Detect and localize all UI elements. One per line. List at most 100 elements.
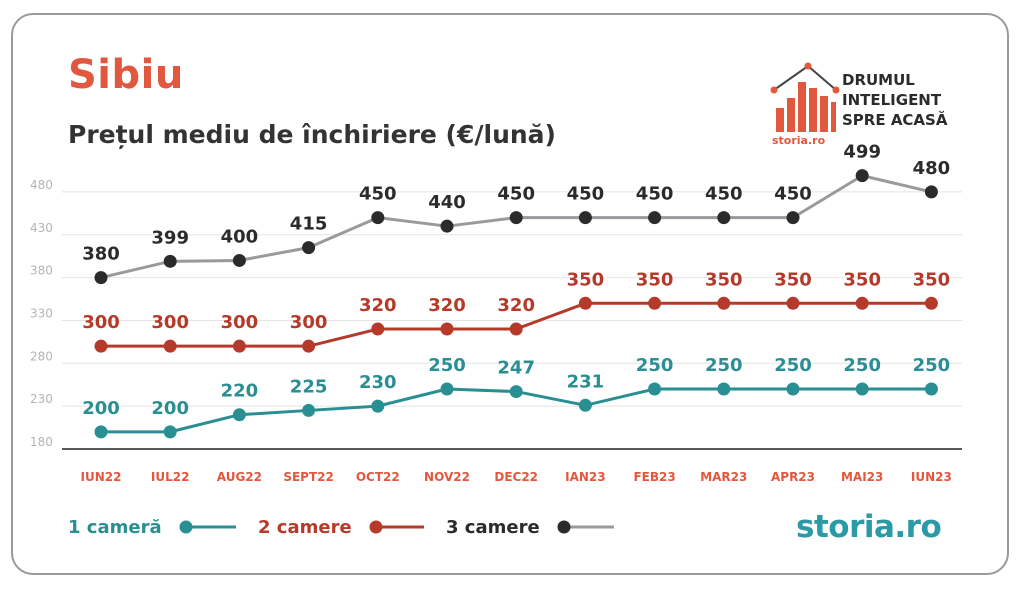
data-point — [509, 385, 523, 399]
data-label: 400 — [221, 226, 259, 247]
data-label: 300 — [82, 312, 120, 333]
grid-lines — [62, 191, 962, 450]
data-point — [302, 241, 316, 255]
x-tick-label: FEB23 — [633, 470, 675, 484]
data-label: 350 — [567, 269, 605, 290]
data-label: 350 — [913, 269, 951, 290]
data-point — [717, 382, 731, 396]
x-tick-label: OCT22 — [356, 470, 400, 484]
data-labels: 200 200 220 225 230 250 247 231 250 250 250 250 250 3… — [82, 142, 950, 419]
data-point — [232, 339, 246, 353]
data-label: 450 — [567, 184, 605, 205]
logo-small-brand: storia.ro — [772, 134, 826, 147]
data-point — [163, 254, 177, 268]
data-label: 350 — [636, 269, 674, 290]
x-tick-label: APR23 — [771, 470, 815, 484]
data-point — [94, 339, 108, 353]
data-point — [786, 211, 800, 225]
y-tick-label: 430 — [30, 221, 53, 235]
data-label: 415 — [290, 214, 328, 235]
data-point — [371, 399, 385, 413]
data-point — [578, 296, 592, 310]
data-point — [371, 322, 385, 336]
data-label: 450 — [774, 184, 812, 205]
data-label: 350 — [843, 269, 881, 290]
x-tick-label: MAR23 — [700, 470, 747, 484]
legend-marker — [557, 520, 571, 534]
chart-subtitle: Prețul mediu de închiriere (€/lună) — [68, 120, 556, 149]
chart-card — [11, 13, 1009, 575]
chart-title: Sibiu — [68, 52, 184, 98]
data-label: 250 — [636, 355, 674, 376]
data-point — [648, 382, 662, 396]
x-tick-label: AUG22 — [217, 470, 262, 484]
data-point — [163, 425, 177, 439]
data-point — [855, 296, 869, 310]
data-label: 480 — [913, 158, 951, 179]
x-tick-label: IUN23 — [911, 470, 952, 484]
data-point — [786, 382, 800, 396]
data-label: 350 — [774, 269, 812, 290]
data-point — [94, 271, 108, 285]
data-label: 220 — [221, 381, 259, 402]
legend-label: 2 camere — [258, 517, 352, 538]
data-label: 450 — [497, 184, 535, 205]
data-point — [924, 296, 938, 310]
y-tick-label: 280 — [30, 349, 53, 363]
data-point — [924, 185, 938, 199]
y-tick-label: 480 — [30, 178, 53, 192]
data-label: 399 — [151, 227, 189, 248]
data-label: 200 — [82, 398, 120, 419]
logo-tagline: DRUMUL INTELIGENT SPRE ACASĂ — [842, 71, 948, 129]
y-tick-labels: 180 230 280 330 380 430 480 — [30, 178, 53, 449]
data-label: 320 — [428, 295, 466, 316]
x-tick-label: DEC22 — [494, 470, 538, 484]
data-label: 247 — [497, 358, 535, 379]
house-chart-logo-icon — [770, 62, 840, 132]
data-point — [855, 382, 869, 396]
data-label: 350 — [705, 269, 743, 290]
data-label: 250 — [428, 355, 466, 376]
data-label: 450 — [705, 184, 743, 205]
data-label: 300 — [290, 312, 328, 333]
y-tick-label: 230 — [30, 392, 53, 406]
data-label: 225 — [290, 376, 328, 397]
data-label: 231 — [567, 371, 605, 392]
x-tick-label: MAI23 — [841, 470, 883, 484]
data-point — [717, 296, 731, 310]
data-label: 320 — [359, 295, 397, 316]
data-point — [232, 253, 246, 267]
data-point — [440, 382, 454, 396]
data-label: 440 — [428, 192, 466, 213]
data-label: 380 — [82, 244, 120, 265]
legend-marker — [179, 520, 193, 534]
data-point — [163, 339, 177, 353]
data-label: 320 — [497, 295, 535, 316]
data-point — [786, 296, 800, 310]
y-tick-label: 380 — [30, 264, 53, 278]
data-label: 250 — [705, 355, 743, 376]
legend-label: 3 camere — [446, 517, 540, 538]
data-point — [855, 169, 869, 183]
data-label: 300 — [221, 312, 259, 333]
legend-label: 1 cameră — [68, 517, 162, 538]
data-label: 200 — [151, 398, 189, 419]
data-point — [509, 322, 523, 336]
data-point — [578, 211, 592, 225]
data-point — [440, 322, 454, 336]
data-label: 499 — [843, 142, 881, 163]
y-tick-label: 330 — [30, 306, 53, 320]
x-tick-labels: IUN22 IUL22 AUG22 SEPT22 OCT22 NOV22 DEC22 IAN2… — [81, 470, 952, 484]
data-point — [371, 211, 385, 225]
legend: 1 cameră 2 camere 3 camere — [68, 517, 614, 538]
data-label: 250 — [913, 355, 951, 376]
data-point — [440, 219, 454, 233]
data-point — [648, 296, 662, 310]
data-point — [302, 403, 316, 417]
x-tick-label: IAN23 — [565, 470, 606, 484]
data-point — [94, 425, 108, 439]
x-tick-label: IUN22 — [81, 470, 122, 484]
legend-marker — [369, 520, 383, 534]
data-point — [924, 382, 938, 396]
